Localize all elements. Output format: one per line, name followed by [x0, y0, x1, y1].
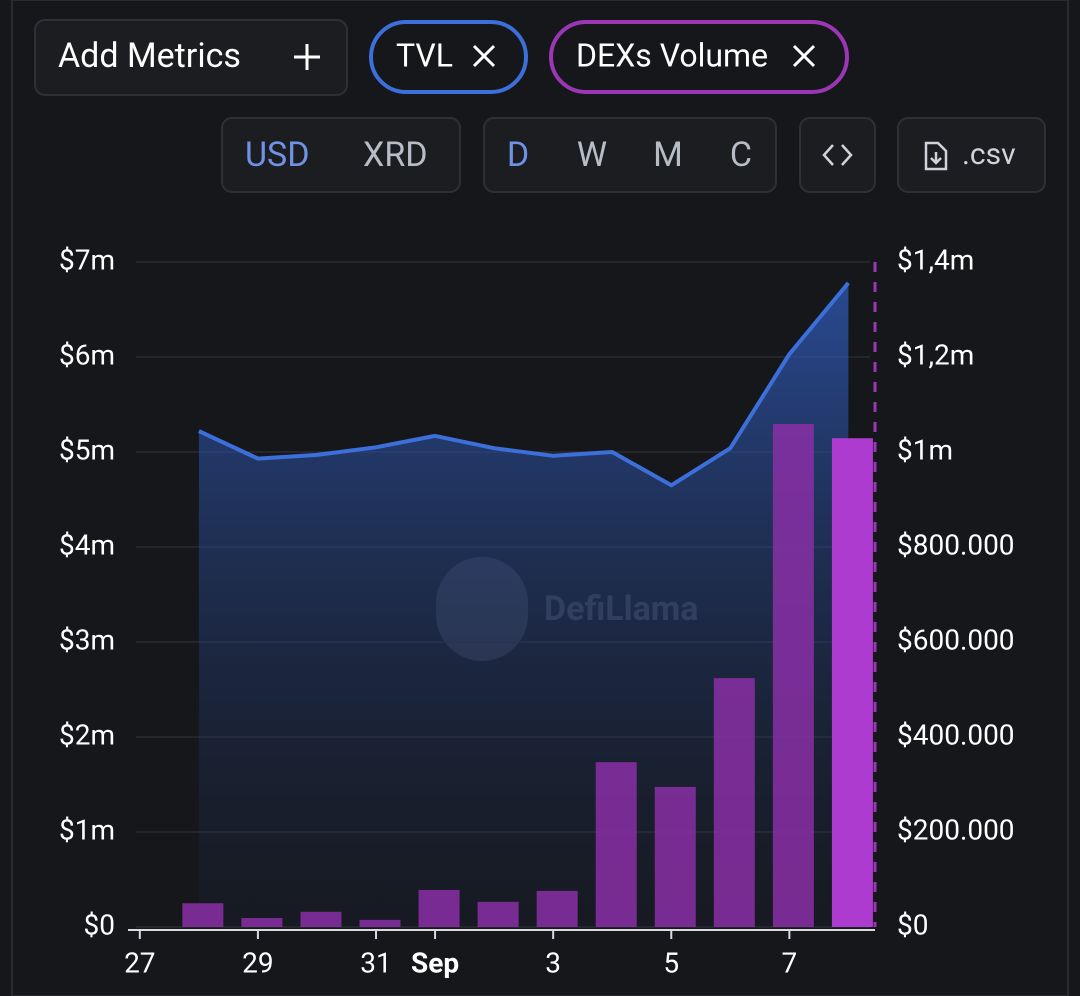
period-button[interactable]: D [507, 135, 529, 175]
bar [300, 911, 342, 927]
bar [477, 901, 519, 927]
x-tick-label: Sep [411, 946, 459, 979]
y-tick-label: $6m [59, 338, 115, 371]
metric-pill[interactable]: DEXs Volume [549, 20, 849, 94]
embed-button[interactable] [799, 117, 876, 193]
bar [536, 890, 578, 927]
x-tick-label: 27 [124, 946, 155, 979]
bar [713, 678, 755, 927]
pill-label: DEXs Volume [576, 36, 768, 74]
bar [772, 423, 814, 927]
x-tick-label: 3 [545, 946, 561, 979]
plus-icon [294, 44, 320, 70]
period-button[interactable]: W [577, 135, 607, 175]
currency-button[interactable]: USD [245, 135, 310, 175]
metric-pill[interactable]: TVL [369, 20, 528, 94]
x-tick-label: 7 [782, 946, 798, 979]
close-icon[interactable] [472, 44, 496, 68]
currency-button[interactable]: XRD [363, 135, 428, 175]
y-tick-label: $7m [59, 243, 115, 276]
y-tick-label: $4m [59, 528, 115, 561]
bar [831, 438, 873, 927]
x-tick-label: 5 [663, 946, 679, 979]
y2-tick-label: $0 [897, 908, 928, 941]
period-button[interactable]: C [730, 135, 752, 175]
y2-tick-label: $800.000 [897, 528, 1015, 561]
y-tick-label: $1m [59, 813, 115, 846]
y2-tick-label: $200.000 [897, 813, 1015, 846]
y2-tick-label: $1,4m [897, 243, 974, 276]
y-tick-label: $2m [59, 718, 115, 751]
bar [418, 889, 460, 927]
period-group [483, 117, 777, 193]
x-tick-label: 31 [360, 946, 391, 979]
x-tick-label: 29 [242, 946, 273, 979]
y2-tick-label: $1,2m [897, 338, 974, 371]
bar [359, 919, 401, 927]
csv-button[interactable]: .csv [897, 117, 1046, 193]
y-tick-label: $3m [59, 623, 115, 656]
pill-label: TVL [396, 36, 453, 74]
bar [241, 917, 283, 927]
y2-tick-label: $400.000 [897, 718, 1015, 751]
y-tick-label: $5m [59, 433, 115, 466]
chart: DefiLlama$0$1m$2m$3m$4m$5m$6m$7m$0$200.0… [59, 243, 1015, 979]
bar [654, 786, 696, 927]
period-button[interactable]: M [653, 135, 683, 175]
line [198, 281, 850, 488]
add-metrics-button[interactable]: Add Metrics [34, 19, 348, 96]
area [198, 282, 849, 927]
y2-tick-label: $1m [897, 433, 953, 466]
bar [595, 762, 637, 927]
y-tick-label: $0 [84, 908, 115, 941]
button-label: .csv [962, 137, 1016, 172]
y2-tick-label: $600.000 [897, 623, 1015, 656]
close-icon[interactable] [792, 44, 816, 68]
button-label: Add Metrics [58, 36, 241, 76]
currency-group [221, 117, 461, 193]
bar [182, 903, 224, 927]
